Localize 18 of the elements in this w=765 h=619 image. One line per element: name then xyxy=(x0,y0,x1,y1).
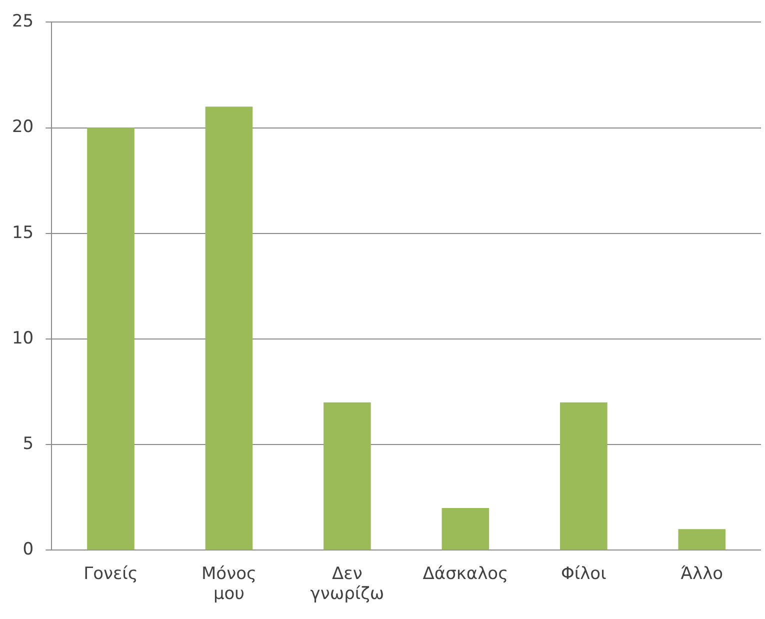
x-tick-label: Μόνος μου xyxy=(201,564,256,604)
y-tick-label: 25 xyxy=(12,12,34,32)
y-tick-label: 15 xyxy=(12,222,34,243)
y-tick-label: 5 xyxy=(22,434,34,454)
bar xyxy=(560,402,608,550)
x-tick-label: Γονείς xyxy=(84,564,138,584)
bar xyxy=(87,128,134,550)
bar xyxy=(205,106,253,550)
x-tick-label: Δάσκαλος xyxy=(422,564,508,584)
x-tick-label: Δεν γνωρίζω xyxy=(310,564,384,604)
y-tick-label: 20 xyxy=(12,117,34,138)
bar xyxy=(442,508,490,550)
x-tick-label: Φίλοι xyxy=(560,564,607,584)
y-tick-label: 0 xyxy=(22,540,34,560)
bar xyxy=(678,529,726,550)
bar xyxy=(324,402,371,550)
x-tick-label: Άλλο xyxy=(680,564,724,584)
y-tick-label: 10 xyxy=(12,328,34,348)
